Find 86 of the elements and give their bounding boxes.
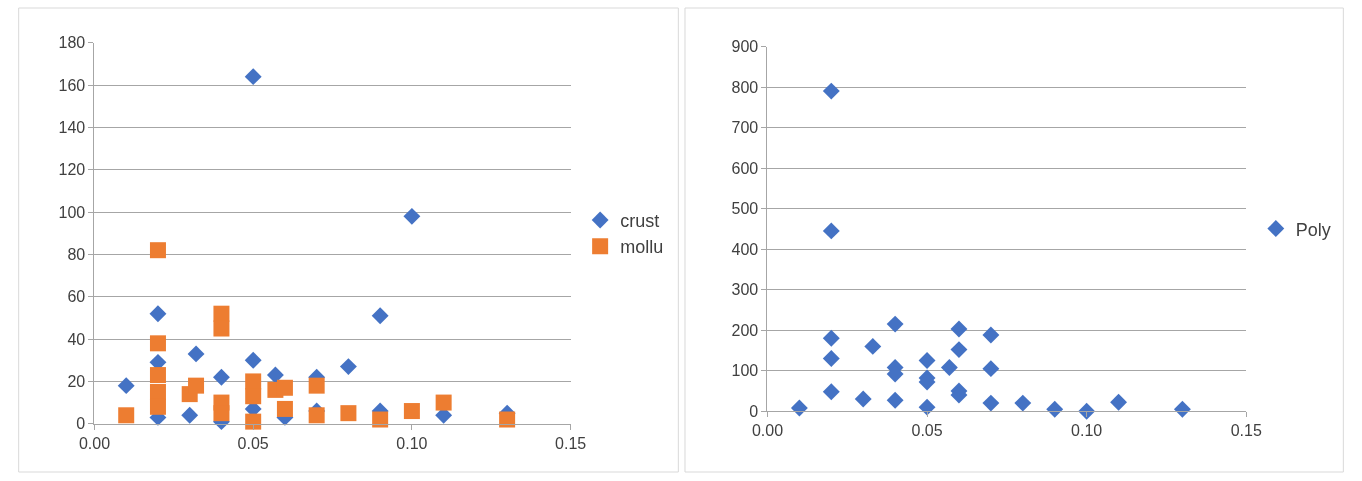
- point: [822, 350, 840, 367]
- point: [308, 377, 325, 394]
- y-tick-label: 120: [58, 161, 86, 179]
- point: [149, 384, 166, 400]
- x-tick-label: 0.05: [911, 422, 943, 440]
- y-tick-label: 20: [67, 373, 86, 391]
- point: [339, 358, 357, 376]
- point: [245, 388, 262, 405]
- y-tick-label: 300: [731, 281, 759, 299]
- point: [213, 320, 230, 337]
- legend-label: crust: [620, 210, 660, 231]
- point: [244, 351, 262, 369]
- point: [790, 399, 808, 417]
- point: [499, 411, 516, 428]
- legend-label: mollu: [620, 237, 664, 258]
- x-tick-label: 0.15: [1230, 422, 1262, 440]
- point: [188, 377, 205, 394]
- point: [886, 315, 904, 333]
- point: [149, 305, 167, 323]
- point: [213, 305, 230, 322]
- point: [117, 377, 135, 395]
- point: [864, 337, 882, 355]
- y-tick-label: 700: [731, 119, 759, 137]
- point: [308, 407, 325, 424]
- y-tick-label: 80: [67, 246, 86, 264]
- point: [940, 359, 958, 376]
- y-tick-label: 100: [731, 362, 759, 380]
- y-tick-label: 400: [731, 240, 759, 258]
- point: [1110, 393, 1128, 411]
- point: [244, 68, 262, 86]
- point: [822, 383, 840, 401]
- point: [1014, 394, 1032, 412]
- x-tick-label: 0.00: [751, 422, 784, 440]
- point: [266, 366, 284, 384]
- point: [213, 405, 230, 422]
- point: [822, 82, 840, 100]
- point: [245, 413, 262, 430]
- y-tick-label: 180: [58, 34, 86, 52]
- point: [372, 411, 389, 428]
- point: [1173, 400, 1191, 418]
- point: [149, 242, 166, 259]
- point: [950, 341, 968, 359]
- legend-label: Poly: [1295, 219, 1331, 240]
- y-tick-label: 500: [731, 200, 759, 218]
- y-tick-label: 160: [58, 76, 86, 94]
- y-tick-label: 800: [731, 78, 759, 96]
- point: [212, 368, 230, 386]
- x-tick-label: 0.10: [396, 434, 428, 452]
- y-tick-label: 40: [67, 330, 86, 348]
- point: [403, 403, 420, 420]
- point: [918, 352, 936, 370]
- x-tick-label: 0.15: [555, 434, 587, 452]
- x-tick-label: 0.00: [78, 434, 111, 452]
- y-tick-label: 600: [731, 159, 759, 177]
- point: [403, 207, 421, 225]
- point: [181, 406, 199, 424]
- point: [276, 379, 293, 396]
- y-tick-label: 100: [58, 203, 86, 221]
- y-tick-label: 0: [749, 402, 759, 420]
- y-tick-label: 140: [58, 119, 86, 137]
- point: [245, 373, 262, 390]
- point: [371, 307, 389, 325]
- point: [187, 345, 205, 363]
- y-tick-label: 60: [67, 288, 86, 306]
- x-tick-label: 0.05: [237, 434, 269, 452]
- y-tick-label: 900: [731, 38, 759, 56]
- point: [149, 367, 166, 384]
- point: [950, 320, 968, 338]
- point: [822, 329, 840, 347]
- point: [276, 400, 293, 417]
- y-tick-label: 0: [76, 415, 86, 433]
- y-tick-label: 200: [731, 321, 759, 339]
- point: [149, 335, 166, 352]
- point: [340, 405, 357, 422]
- point: [982, 394, 1000, 412]
- x-tick-label: 0.10: [1071, 422, 1103, 440]
- point: [822, 222, 840, 240]
- point: [854, 390, 872, 408]
- point: [982, 326, 1000, 344]
- point: [982, 360, 1000, 378]
- point: [118, 407, 135, 424]
- point: [918, 398, 936, 416]
- point: [886, 391, 904, 409]
- point: [435, 394, 452, 411]
- point: [149, 398, 166, 415]
- point: [1078, 402, 1096, 420]
